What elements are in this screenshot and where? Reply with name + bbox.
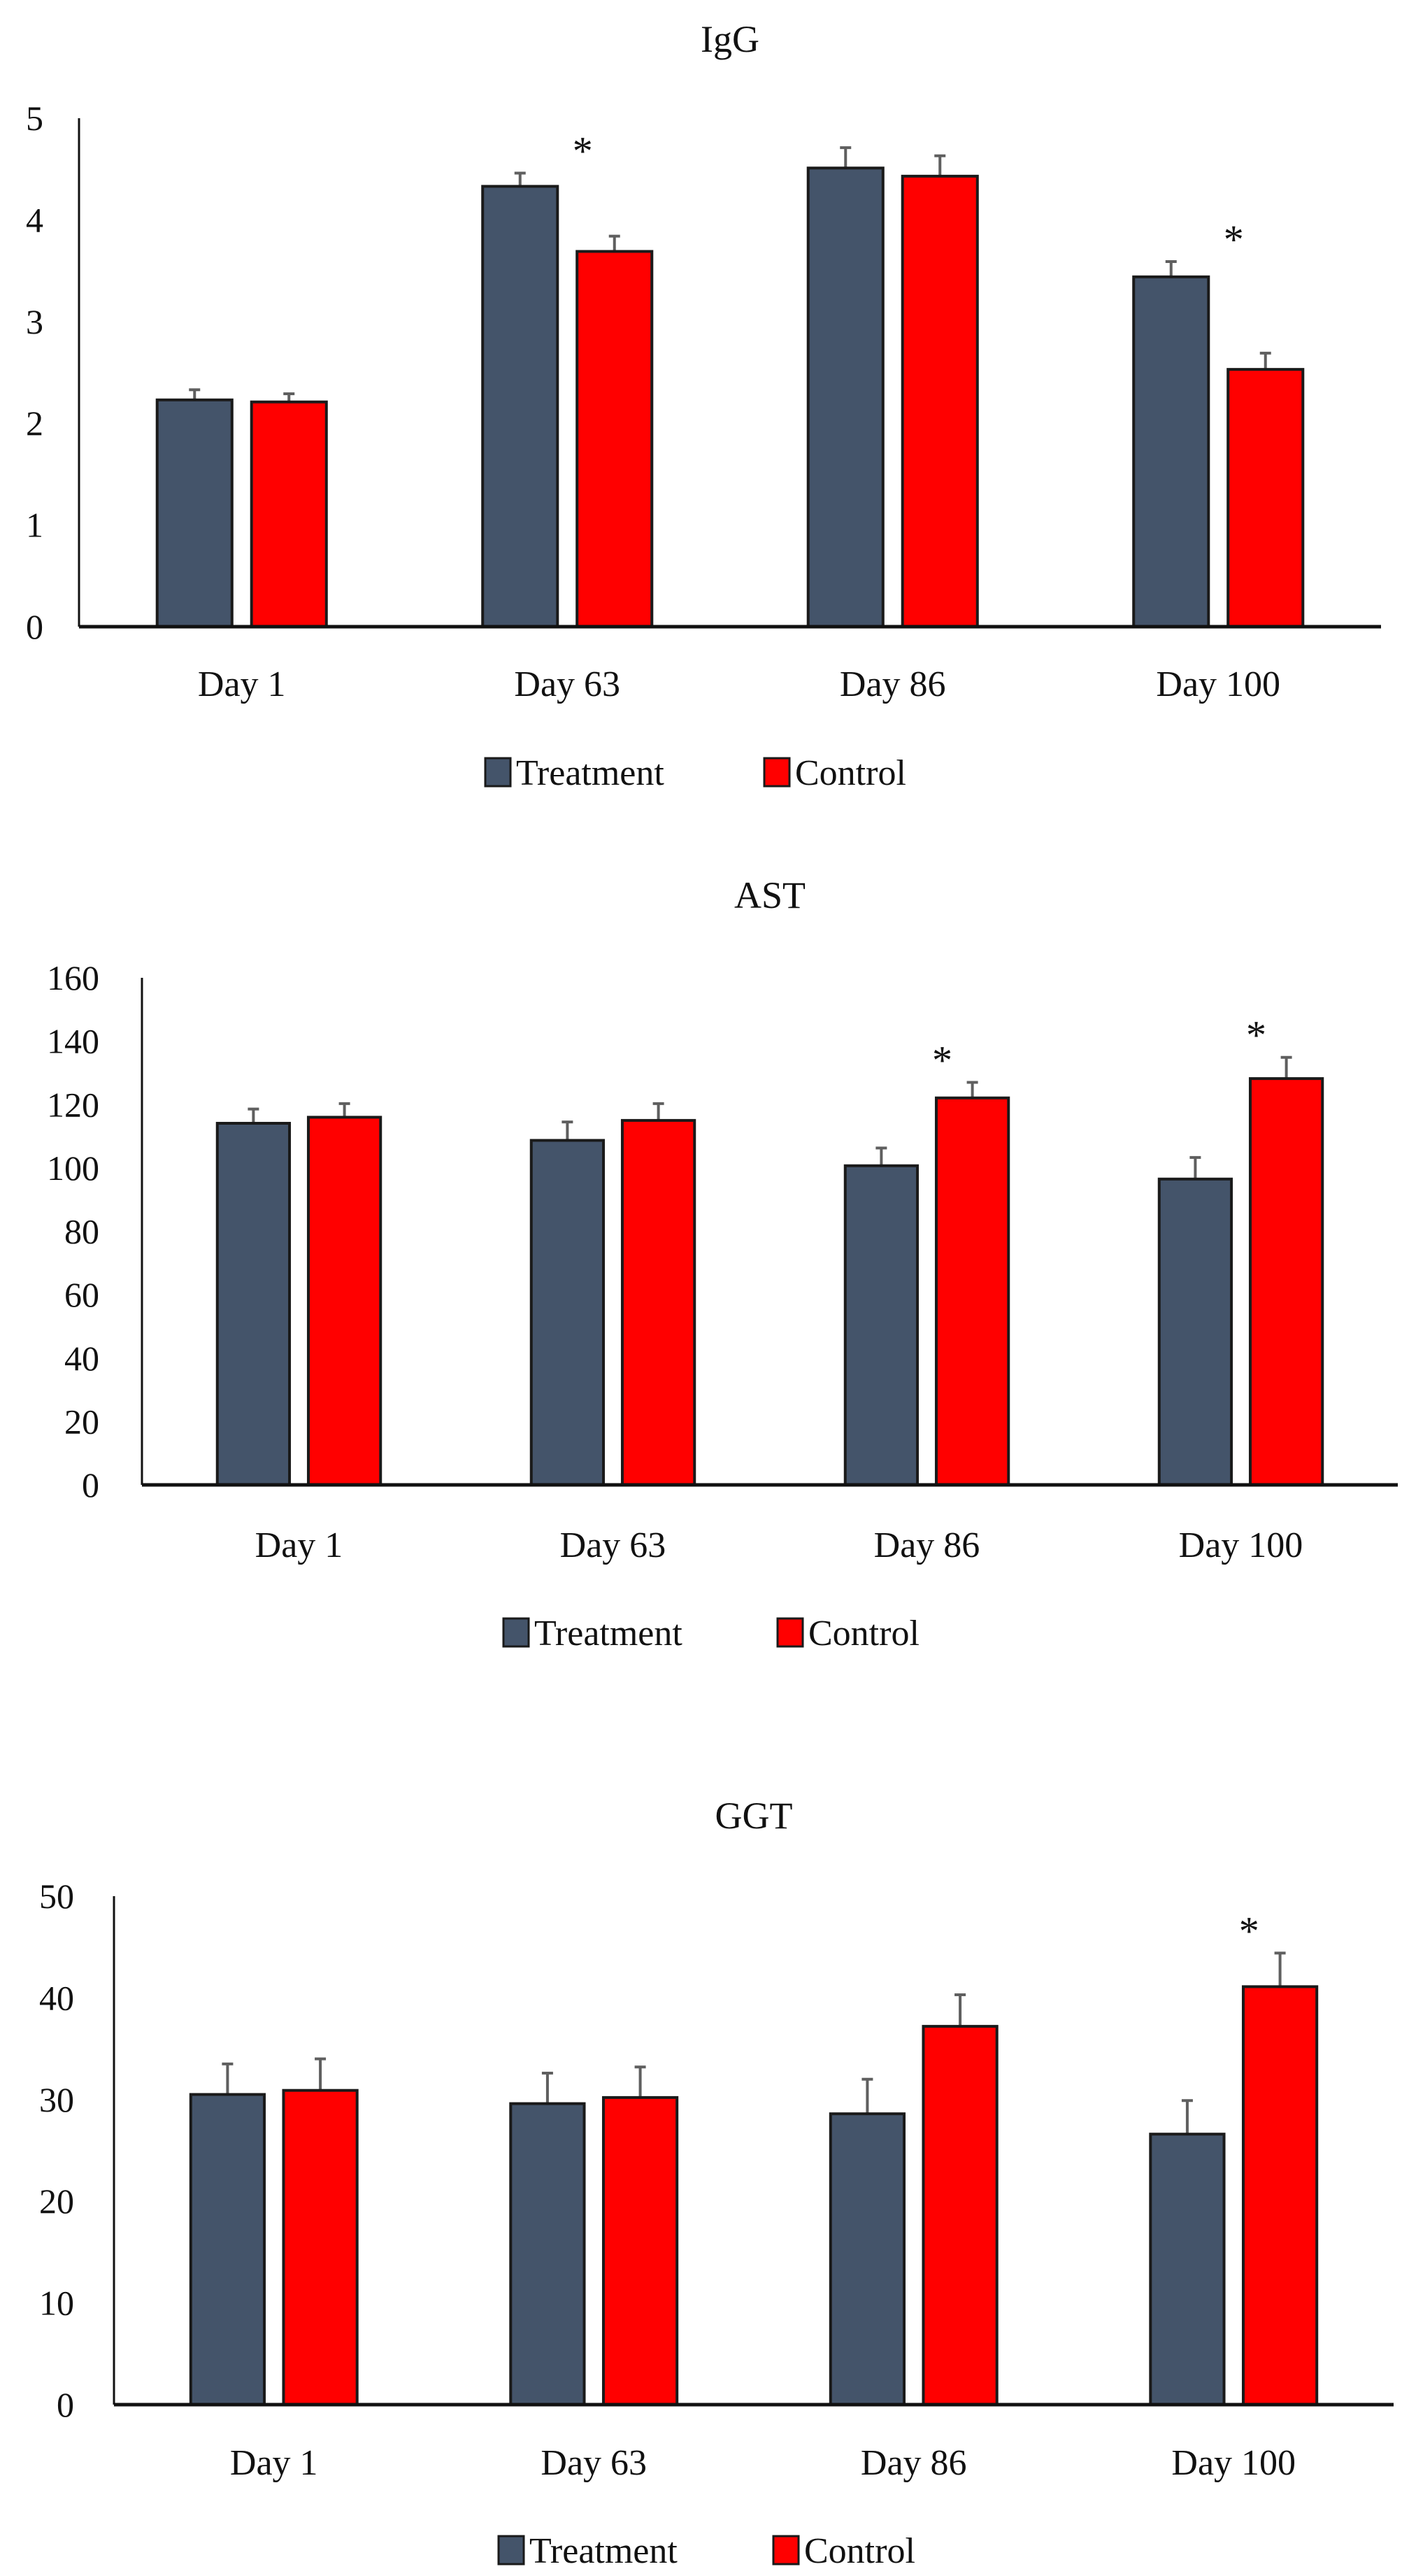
legend-label-treatment: Treatment [516, 753, 664, 793]
y-tick-label: 3 [26, 302, 43, 341]
x-tick-label: Day 100 [1179, 1525, 1303, 1565]
bar-treatment [829, 2112, 906, 2406]
chart-title: AST [734, 874, 806, 916]
chart-title: IgG [701, 18, 759, 60]
bar-control [620, 1118, 696, 1486]
bar-treatment [1149, 2133, 1226, 2407]
bar-treatment [215, 1121, 292, 1486]
bar-control [901, 174, 979, 629]
y-tick-label: 10 [39, 2284, 74, 2323]
legend-swatch-treatment [497, 2535, 525, 2566]
significance-marker: * [1224, 217, 1244, 262]
legend: Treatment Control [502, 1614, 920, 1653]
x-tick-label: Day 1 [230, 2443, 318, 2483]
x-tick-label: Day 63 [514, 664, 620, 704]
y-tick-label: 40 [64, 1339, 99, 1378]
x-tick-label: Day 100 [1156, 664, 1280, 704]
x-tick-label: Day 86 [874, 1525, 980, 1565]
legend-label-treatment: Treatment [529, 2531, 678, 2571]
legend-label-control: Control [804, 2531, 915, 2571]
bar-treatment [155, 398, 234, 628]
significance-marker: * [932, 1038, 952, 1083]
legend-swatch-control [776, 1617, 804, 1648]
y-tick-label: 50 [39, 1877, 74, 1916]
bar-control [922, 2025, 999, 2407]
x-tick-label: Day 1 [198, 664, 286, 704]
bar-control [1248, 1077, 1324, 1486]
y-tick-label: 4 [26, 200, 43, 239]
x-tick-label: Day 86 [861, 2443, 967, 2483]
chart-title: GGT [715, 1795, 793, 1837]
bar-control [934, 1096, 1010, 1486]
bar-control [575, 250, 654, 628]
y-tick-label: 20 [64, 1402, 99, 1441]
x-tick-label: Day 63 [560, 1525, 666, 1565]
y-tick-label: 1 [26, 506, 43, 545]
y-tick-label: 120 [47, 1085, 99, 1124]
x-tick-label: Day 1 [255, 1525, 343, 1565]
y-tick-label: 2 [26, 404, 43, 443]
y-tick-label: 0 [26, 607, 43, 646]
bar-treatment [1132, 275, 1210, 628]
y-tick-label: 0 [82, 1465, 99, 1504]
bar-control [306, 1116, 382, 1486]
legend: Treatment Control [484, 753, 906, 793]
y-tick-label: 20 [39, 2182, 74, 2221]
bar-control [1241, 1985, 1319, 2406]
bar-treatment [806, 166, 885, 629]
bar-control [601, 2095, 679, 2407]
chart-igg: IgG 0 1 2 3 4 5 Day 1 Day 63 * Day 86 Day 100 * Treat… [26, 18, 1381, 793]
bar-control [250, 400, 328, 629]
bar-control [1226, 368, 1305, 628]
legend-label-control: Control [808, 1614, 920, 1653]
significance-marker: * [573, 129, 593, 174]
legend-label-treatment: Treatment [534, 1614, 682, 1653]
bar-treatment [529, 1139, 606, 1486]
bar-treatment [481, 185, 559, 628]
legend-label-control: Control [795, 753, 906, 793]
significance-marker: * [1239, 1908, 1259, 1954]
legend-swatch-treatment [502, 1617, 530, 1648]
y-tick-label: 5 [26, 99, 43, 138]
y-tick-label: 0 [57, 2385, 74, 2424]
legend-swatch-treatment [484, 757, 512, 788]
y-tick-label: 30 [39, 2080, 74, 2119]
y-tick-label: 60 [64, 1275, 99, 1314]
y-tick-label: 140 [47, 1022, 99, 1061]
bar-treatment [843, 1164, 920, 1486]
chart-ggt: GGT 0 10 20 30 40 50 Day 1 Day 63 Day 86 Day 100 * T… [39, 1795, 1394, 2571]
chart-ast: AST 0 20 40 60 80 100 120 140 160 Day 1 Day 63 Day 8… [47, 874, 1398, 1653]
y-tick-label: 40 [39, 1978, 74, 2017]
bar-treatment [189, 2093, 266, 2407]
y-tick-label: 80 [64, 1212, 99, 1251]
x-tick-label: Day 86 [840, 664, 946, 704]
x-tick-label: Day 63 [541, 2443, 647, 2483]
bar-control [282, 2088, 359, 2407]
legend-swatch-control [763, 757, 791, 788]
x-tick-label: Day 100 [1171, 2443, 1296, 2483]
legend-swatch-control [772, 2535, 800, 2566]
y-tick-label: 160 [47, 958, 99, 997]
bar-treatment [1157, 1177, 1233, 1486]
legend: Treatment Control [497, 2531, 915, 2571]
y-tick-label: 100 [47, 1148, 99, 1188]
significance-marker: * [1246, 1013, 1266, 1058]
bar-treatment [509, 2102, 586, 2406]
